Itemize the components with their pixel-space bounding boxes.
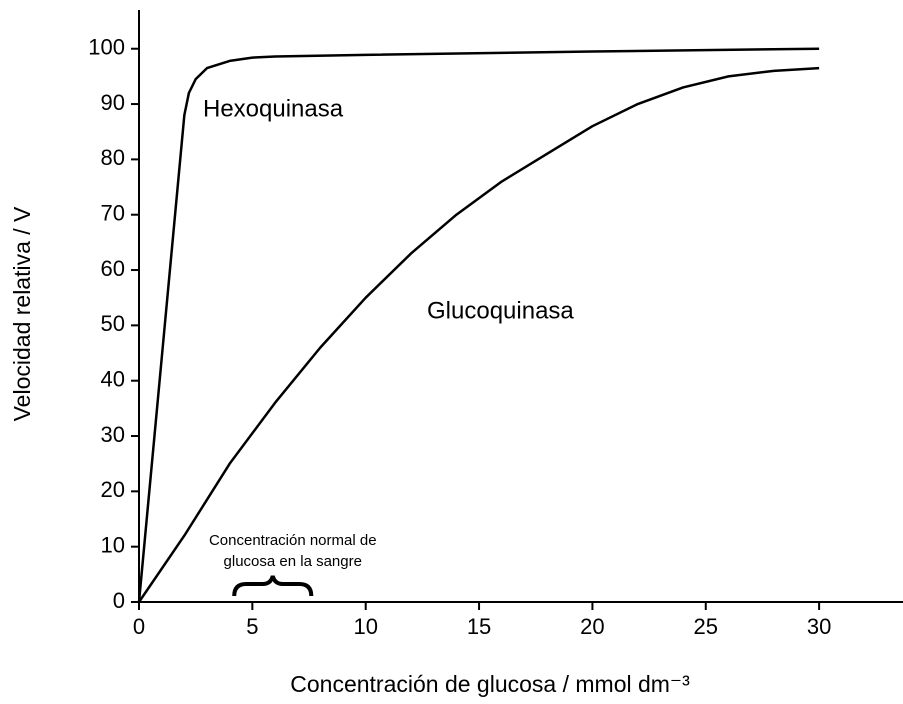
x-tick-label: 30 bbox=[807, 614, 831, 639]
y-tick-label: 10 bbox=[101, 532, 125, 557]
y-tick-label: 80 bbox=[101, 145, 125, 170]
x-tick-label: 15 bbox=[467, 614, 491, 639]
y-tick-label: 60 bbox=[101, 256, 125, 281]
range-bracket bbox=[232, 575, 314, 597]
x-axis-label: Concentración de glucosa / mmol dm⁻³ bbox=[290, 671, 690, 697]
y-tick-label: 30 bbox=[101, 422, 125, 447]
series-label: Glucoquinasa bbox=[427, 297, 574, 324]
series-label: Hexoquinasa bbox=[203, 95, 344, 122]
x-tick-label: 25 bbox=[694, 614, 718, 639]
y-tick-label: 90 bbox=[101, 90, 125, 115]
y-tick-label: 70 bbox=[101, 201, 125, 226]
series-line bbox=[137, 66, 820, 603]
x-tick-label: 10 bbox=[353, 614, 377, 639]
series-line bbox=[137, 47, 820, 603]
annotation-text: glucosa en la sangre bbox=[224, 553, 362, 570]
annotation-text: Concentración normal de bbox=[209, 532, 377, 549]
y-tick-label: 50 bbox=[101, 311, 125, 336]
x-tick-label: 5 bbox=[246, 614, 258, 639]
y-tick-label: 0 bbox=[113, 588, 125, 613]
y-tick-label: 20 bbox=[101, 477, 125, 502]
x-tick-label: 0 bbox=[133, 614, 145, 639]
y-tick-label: 40 bbox=[101, 367, 125, 392]
x-tick-label: 20 bbox=[580, 614, 604, 639]
y-tick-label: 100 bbox=[88, 35, 125, 60]
y-axis-label: Velocidad relativa / V bbox=[9, 206, 35, 421]
